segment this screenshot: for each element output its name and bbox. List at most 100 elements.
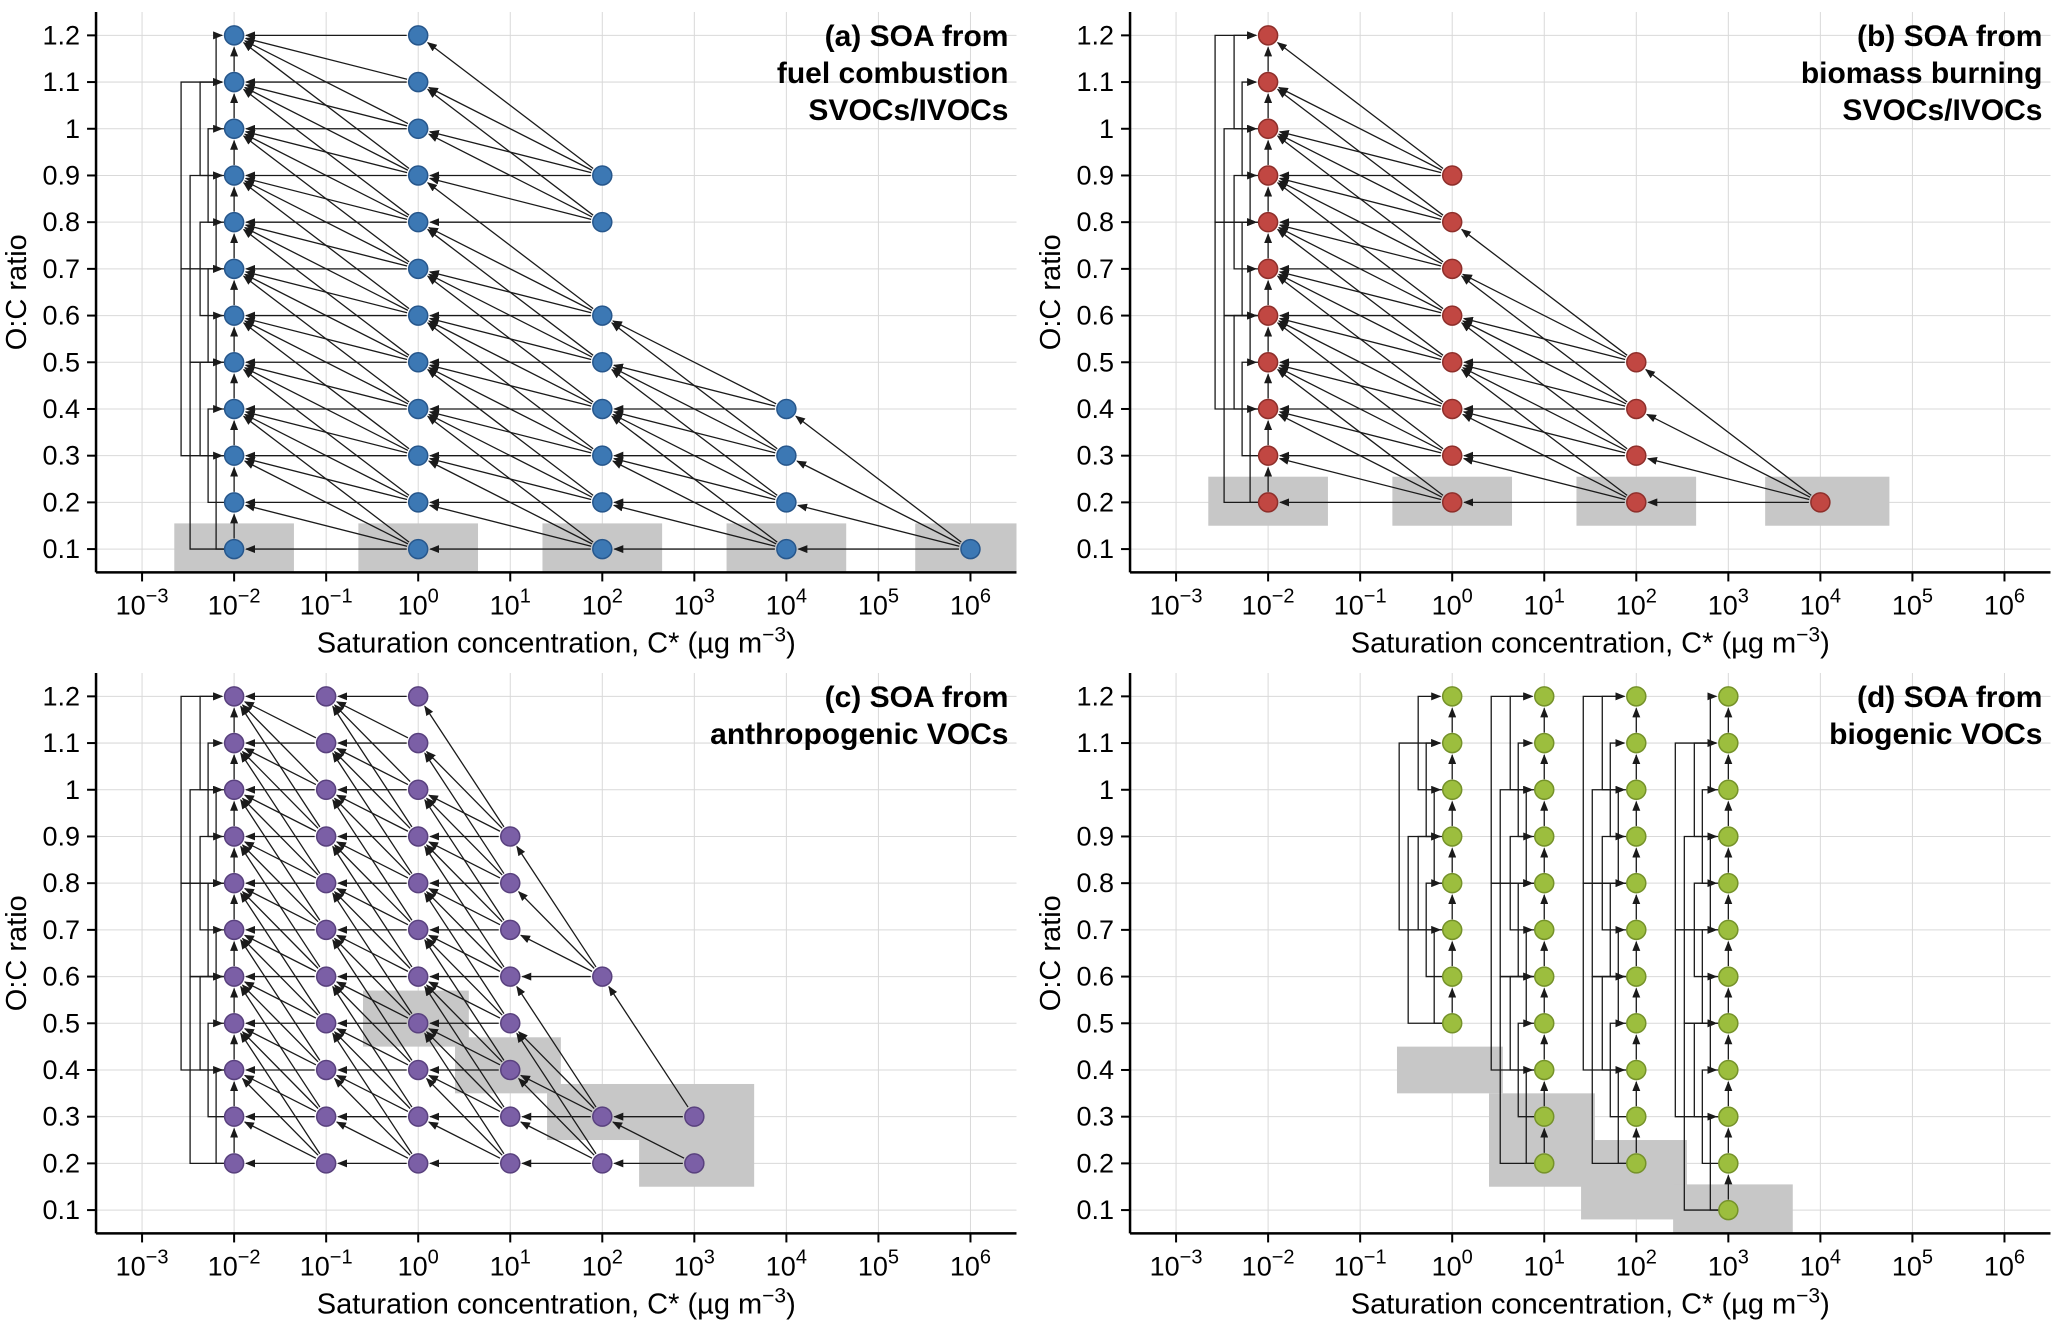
tick-marks bbox=[1120, 694, 2005, 1242]
data-point bbox=[223, 492, 245, 513]
y-tick-label: 0.4 bbox=[42, 394, 80, 424]
data-point bbox=[1625, 779, 1647, 800]
panel-title: (d) SOA from biogenic VOCs bbox=[1829, 681, 2042, 751]
panel-b-chart: 10−3 10−2 10−1 100 101 102 103 104 105 106 0.1 0.2 0… bbox=[1035, 12, 2050, 659]
data-point bbox=[1441, 779, 1462, 800]
data-point bbox=[223, 305, 245, 326]
data-point bbox=[315, 685, 337, 707]
data-point bbox=[407, 919, 429, 940]
panel-c: 10−3 10−2 10−1 100 101 102 103 104 105 106 0.1 0.2 0… bbox=[0, 660, 1034, 1321]
data-point bbox=[1717, 1012, 1739, 1034]
reaction-arrow bbox=[335, 887, 409, 925]
data-point bbox=[499, 872, 521, 893]
data-point bbox=[499, 1105, 521, 1127]
x-tick-label: 106 bbox=[1983, 1246, 2024, 1281]
data-point bbox=[1533, 685, 1555, 707]
reaction-arrow bbox=[612, 503, 776, 547]
data-point bbox=[407, 71, 429, 93]
reaction-arrow bbox=[428, 503, 592, 547]
data-point bbox=[1625, 398, 1647, 420]
x-tick-label: 104 bbox=[1799, 1246, 1840, 1281]
data-point bbox=[1441, 398, 1462, 420]
reaction-arrow bbox=[428, 176, 592, 220]
data-point bbox=[315, 779, 337, 800]
data-point bbox=[1625, 965, 1647, 987]
reaction-arrow bbox=[244, 503, 408, 547]
x-axis-label: Saturation concentration, C* (µg m−3) bbox=[317, 623, 796, 659]
data-point bbox=[1441, 352, 1462, 373]
data-point bbox=[1441, 919, 1462, 940]
data-point bbox=[1625, 492, 1647, 513]
y-tick-label: 0.6 bbox=[42, 961, 80, 991]
reaction-arrow bbox=[428, 270, 592, 314]
data-point bbox=[407, 25, 429, 46]
reaction-arrow bbox=[612, 410, 776, 454]
reaction-arrow bbox=[1490, 691, 1534, 884]
data-point bbox=[223, 211, 245, 233]
y-tick-label: 0.1 bbox=[1076, 534, 1114, 564]
data-point bbox=[1441, 872, 1462, 893]
data-point bbox=[315, 732, 337, 753]
data-point bbox=[1257, 258, 1278, 280]
reaction-arrow bbox=[244, 270, 408, 314]
data-point bbox=[407, 352, 429, 373]
data-point bbox=[1625, 1059, 1647, 1080]
data-point bbox=[1441, 258, 1462, 280]
x-tick-label: 10−3 bbox=[116, 585, 169, 620]
reaction-arrow bbox=[1278, 270, 1441, 314]
data-point bbox=[1257, 305, 1278, 326]
data-point bbox=[315, 965, 337, 987]
y-tick-label: 0.2 bbox=[1076, 487, 1114, 517]
data-point bbox=[407, 305, 429, 326]
x-tick-label: 105 bbox=[858, 585, 899, 620]
panel-title-line: biogenic VOCs bbox=[1829, 718, 2042, 751]
data-point bbox=[1625, 445, 1647, 466]
data-point bbox=[1625, 919, 1647, 940]
reaction-arrow bbox=[428, 840, 501, 879]
reaction-arrow bbox=[1462, 316, 1625, 361]
x-tick-label: 104 bbox=[766, 1246, 807, 1281]
reaction-arrow bbox=[428, 363, 592, 407]
data-point bbox=[592, 538, 613, 560]
aging-arrows bbox=[180, 691, 689, 1167]
data-point bbox=[592, 1105, 613, 1127]
y-tick-label: 0.6 bbox=[1076, 961, 1114, 991]
y-tick-label: 1.2 bbox=[1076, 20, 1114, 50]
reaction-arrow bbox=[1278, 130, 1441, 174]
data-point bbox=[407, 1152, 429, 1174]
x-tick-label: 10−1 bbox=[300, 585, 353, 620]
y-tick-label: 0.4 bbox=[42, 1054, 80, 1084]
x-tick-label: 103 bbox=[1707, 1246, 1748, 1281]
data-point bbox=[1441, 305, 1462, 326]
reaction-arrow bbox=[795, 415, 962, 543]
data-point bbox=[223, 165, 245, 186]
data-point bbox=[223, 538, 245, 560]
data-point bbox=[1533, 732, 1555, 753]
data-point bbox=[223, 398, 245, 420]
y-tick-label: 1.1 bbox=[1076, 728, 1114, 758]
y-tick-label: 0.4 bbox=[1076, 394, 1114, 424]
reaction-arrow bbox=[428, 1121, 501, 1159]
reaction-arrow bbox=[1462, 410, 1625, 454]
x-tick-label: 10−2 bbox=[208, 585, 261, 620]
y-tick-label: 0.7 bbox=[42, 254, 80, 284]
x-tick-label: 10−1 bbox=[300, 1246, 353, 1281]
x-tick-label: 10−3 bbox=[1149, 1246, 1202, 1281]
tick-labels: 10−3 10−2 10−1 100 101 102 103 104 105 106 0.1 0.2 0… bbox=[42, 681, 991, 1281]
data-point bbox=[1257, 352, 1278, 373]
reaction-arrow bbox=[335, 794, 409, 832]
x-tick-label: 100 bbox=[398, 585, 439, 620]
y-tick-label: 0.9 bbox=[1076, 821, 1114, 851]
y-tick-label: 0.6 bbox=[42, 301, 80, 331]
data-point bbox=[223, 732, 245, 753]
reaction-arrow bbox=[1276, 42, 1443, 170]
x-tick-label: 102 bbox=[582, 585, 623, 620]
reaction-arrow bbox=[428, 130, 592, 174]
data-point bbox=[1441, 492, 1462, 513]
data-point bbox=[223, 25, 245, 46]
data-point bbox=[1441, 445, 1462, 466]
data-point bbox=[1625, 1012, 1647, 1034]
y-tick-label: 0.7 bbox=[1076, 914, 1114, 944]
reaction-arrow bbox=[243, 700, 317, 738]
y-tick-label: 0.2 bbox=[42, 1148, 80, 1178]
